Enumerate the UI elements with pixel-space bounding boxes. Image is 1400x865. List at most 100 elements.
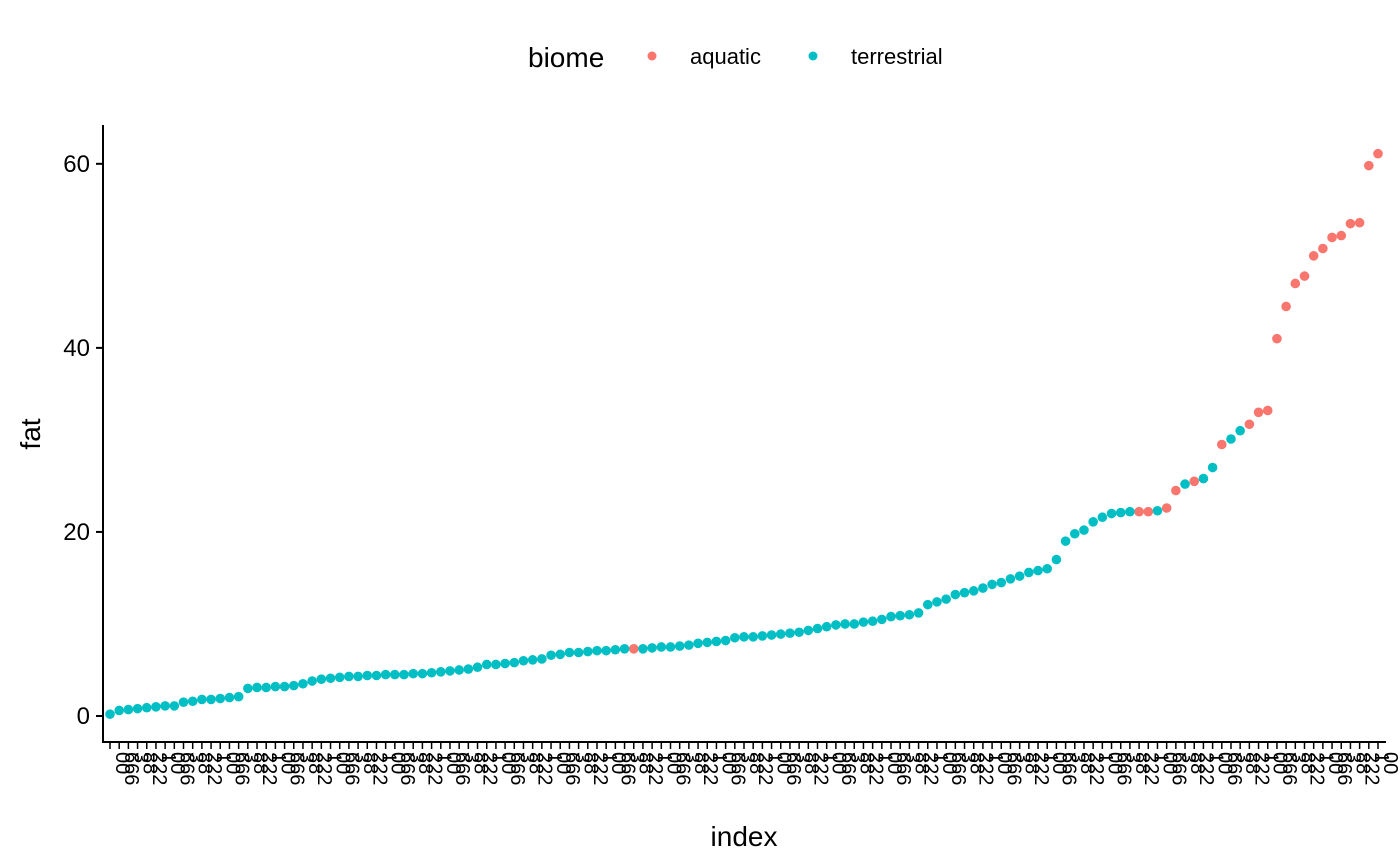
point-terrestrial [730, 632, 740, 643]
svg-text:3: 3 [681, 752, 703, 763]
svg-text:666: 666 [1333, 752, 1355, 785]
point-aquatic [1253, 407, 1264, 418]
point-terrestrial [858, 617, 869, 627]
svg-text:222: 222 [754, 752, 776, 785]
point-terrestrial [904, 609, 915, 620]
point-terrestrial [785, 628, 795, 638]
point-terrestrial [243, 683, 253, 694]
point-terrestrial [518, 655, 529, 666]
svg-text:88: 88 [524, 752, 546, 774]
point-terrestrial [582, 646, 593, 657]
svg-text:222: 222 [1305, 752, 1327, 785]
point-terrestrial [1024, 567, 1034, 578]
point-terrestrial [353, 671, 363, 682]
point-terrestrial [1069, 528, 1080, 539]
legend: biome aquatic terrestrial [528, 42, 943, 73]
svg-text:222: 222 [148, 752, 170, 785]
svg-text:1: 1 [1370, 752, 1392, 763]
point-terrestrial [1152, 505, 1163, 516]
point-aquatic [1189, 476, 1200, 487]
point-terrestrial [261, 682, 272, 693]
svg-text:1: 1 [543, 752, 565, 763]
svg-text:88: 88 [304, 752, 326, 774]
point-terrestrial [491, 659, 501, 670]
svg-text:88: 88 [1351, 752, 1373, 774]
svg-text:88: 88 [1186, 752, 1208, 774]
svg-text:3: 3 [1122, 752, 1144, 763]
svg-text:222: 222 [864, 752, 886, 785]
svg-text:88: 88 [635, 752, 657, 774]
svg-text:1: 1 [212, 752, 234, 763]
svg-text:666: 666 [120, 752, 142, 785]
point-terrestrial [1033, 565, 1043, 576]
svg-text:00: 00 [442, 752, 464, 774]
svg-text:88: 88 [745, 752, 767, 774]
point-terrestrial [169, 701, 180, 711]
point-aquatic [1134, 506, 1144, 517]
svg-text:3: 3 [515, 752, 537, 763]
svg-text:222: 222 [203, 752, 225, 785]
point-aquatic [628, 644, 639, 654]
point-terrestrial [1088, 517, 1098, 527]
svg-text:00: 00 [221, 752, 243, 774]
svg-text:00: 00 [1158, 752, 1180, 774]
svg-text:88: 88 [580, 752, 602, 774]
point-terrestrial [702, 637, 713, 648]
x-axis-title: index [711, 821, 778, 852]
svg-text:1: 1 [763, 752, 785, 763]
point-terrestrial [803, 625, 814, 636]
point-terrestrial [325, 673, 336, 684]
svg-text:222: 222 [809, 752, 831, 785]
point-terrestrial [270, 681, 281, 692]
svg-text:666: 666 [782, 752, 804, 785]
svg-text:222: 222 [1030, 752, 1052, 785]
y-axis-title: fat [15, 418, 46, 449]
point-terrestrial [592, 645, 602, 656]
point-terrestrial [426, 667, 437, 678]
svg-text:3: 3 [901, 752, 923, 763]
point-terrestrial [886, 611, 896, 622]
svg-text:666: 666 [892, 752, 914, 785]
svg-text:88: 88 [414, 752, 436, 774]
svg-text:1: 1 [157, 752, 179, 763]
point-terrestrial [435, 667, 446, 677]
point-terrestrial [362, 670, 373, 681]
point-terrestrial [123, 704, 134, 715]
point-terrestrial [821, 621, 832, 632]
svg-text:3: 3 [240, 752, 262, 763]
svg-text:00: 00 [717, 752, 739, 774]
svg-text:88: 88 [139, 752, 161, 774]
point-aquatic [1143, 506, 1154, 517]
point-terrestrial [757, 631, 768, 641]
svg-text:222: 222 [644, 752, 666, 785]
point-terrestrial [555, 649, 566, 660]
point-terrestrial [371, 670, 382, 681]
svg-text:88: 88 [800, 752, 822, 774]
point-terrestrial [968, 586, 979, 596]
point-terrestrial [996, 577, 1007, 588]
svg-text:00: 00 [1379, 752, 1400, 774]
svg-text:88: 88 [469, 752, 491, 774]
svg-text:88: 88 [855, 752, 877, 774]
svg-text:666: 666 [1113, 752, 1135, 785]
svg-text:3: 3 [1011, 752, 1033, 763]
svg-text:00: 00 [1269, 752, 1291, 774]
point-terrestrial [1115, 507, 1126, 518]
point-terrestrial [748, 632, 758, 642]
point-terrestrial [279, 681, 290, 692]
svg-text:666: 666 [1223, 752, 1245, 785]
point-terrestrial [932, 597, 942, 607]
point-aquatic [1318, 243, 1328, 254]
svg-text:88: 88 [1076, 752, 1098, 774]
svg-text:3: 3 [1067, 752, 1089, 763]
point-terrestrial [656, 642, 667, 652]
legend-key-aquatic [647, 51, 657, 61]
svg-text:3: 3 [460, 752, 482, 763]
point-terrestrial [739, 632, 749, 642]
point-terrestrial [877, 614, 887, 625]
svg-text:1: 1 [1094, 752, 1116, 763]
point-terrestrial [408, 668, 419, 679]
point-terrestrial [224, 692, 235, 703]
svg-text:1: 1 [1260, 752, 1282, 763]
point-terrestrial [1207, 462, 1218, 473]
